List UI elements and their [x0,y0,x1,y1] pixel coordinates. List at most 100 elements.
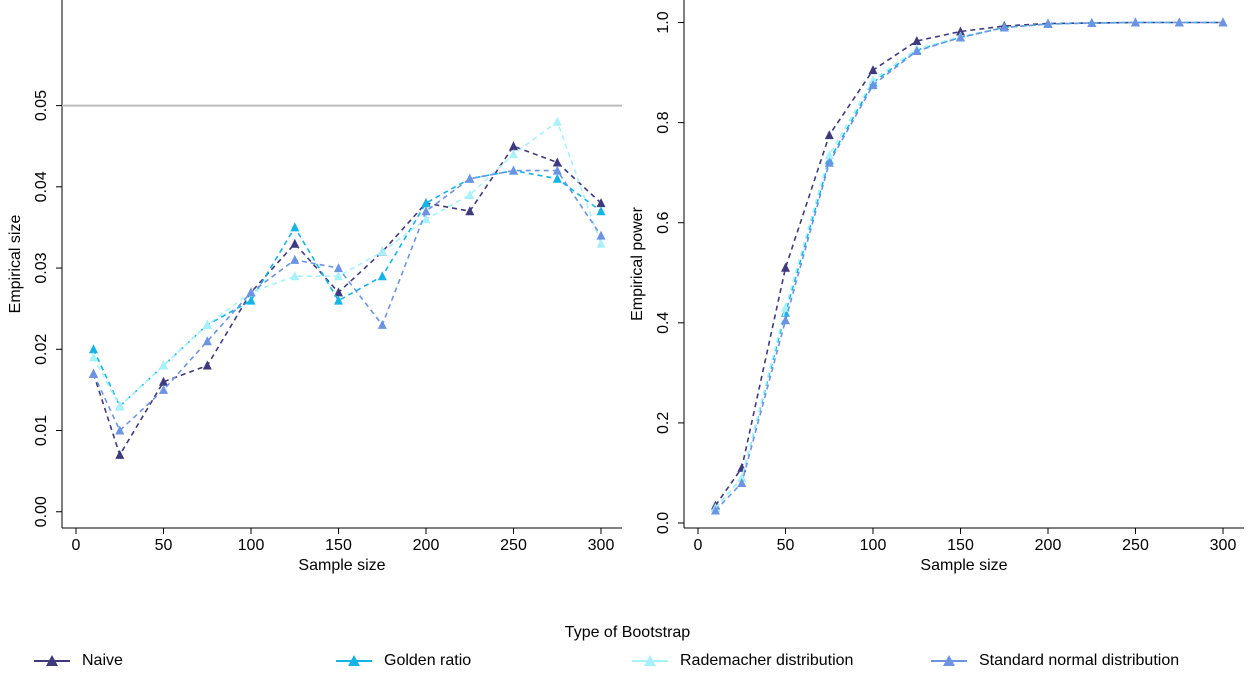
y-tick-label: 0.0 [655,512,672,534]
x-axis-label: Sample size [298,557,385,574]
x-tick-label: 0 [694,537,703,554]
data-point [781,262,790,272]
legend-label-golden-ratio: Golden ratio [384,652,472,669]
y-tick-label: 0.05 [33,90,50,121]
data-point [596,238,606,248]
x-tick-label: 250 [500,537,527,554]
data-point [89,368,98,378]
data-point [824,157,834,167]
legend-marker-golden-ratio [336,655,372,666]
data-point [509,141,518,151]
x-tick-label: 100 [860,537,887,554]
data-point [290,222,300,232]
legend-label-standard-normal: Standard normal distribution [979,652,1180,669]
x-tick-label: 150 [325,537,352,554]
data-point [159,360,168,370]
y-tick-label: 0.04 [33,171,50,202]
data-point [868,75,878,85]
data-point [421,206,431,216]
series-line [92,145,602,457]
data-point [1131,17,1140,27]
chart-area: 0 50 100 150 200 250 3000.000.010.020.030.040.… [7,0,1244,574]
data-point [246,295,256,305]
data-point [202,336,212,346]
data-point [377,319,387,329]
y-tick-label: 0.03 [33,252,50,283]
data-point [737,462,747,472]
data-point [159,384,168,394]
series-golden-ratio [89,165,606,411]
series-line [92,169,602,432]
series-standard-normal-distribution [89,165,606,435]
data-point [509,149,518,159]
data-point [596,206,606,216]
legend-marker-standard-normal [931,655,967,666]
y-tick-label: 0.2 [655,412,672,434]
y-axis-label: Empirical power [629,206,646,320]
data-point [1043,19,1053,28]
data-point [868,65,878,75]
series-line [92,120,602,408]
data-point [115,401,125,411]
data-point [868,80,878,90]
series-line [92,169,602,408]
x-axis-label: Sample size [920,557,1007,574]
series-line [714,21,1223,506]
legend-marker-naive [34,655,70,666]
legend-item-rademacher: Rademacher distribution [632,650,853,672]
x-tick-label: 200 [413,537,440,554]
x-tick-label: 200 [1035,537,1062,554]
x-tick-label: 150 [947,537,974,554]
series-line [714,21,1223,509]
data-point [89,352,98,362]
y-tick-label: 0.00 [33,496,50,527]
data-point [334,295,343,305]
data-point [334,263,343,273]
data-point [465,190,475,199]
y-tick-label: 1.0 [655,11,672,33]
data-point [999,22,1009,32]
legend-item-naive: Naive [34,650,123,672]
data-point [334,271,343,281]
data-point [334,287,343,297]
data-point [202,360,212,370]
legend-item-golden-ratio: Golden ratio [336,650,471,672]
data-point [202,319,212,329]
data-point [552,157,562,167]
data-point [421,198,431,208]
legend-item-standard-normal: Standard normal distribution [931,650,1179,672]
data-point [552,116,562,126]
data-point [465,206,475,216]
data-point [552,165,562,175]
data-point [246,287,256,297]
series-line [714,21,1223,509]
data-point [377,271,387,281]
data-point [956,32,965,42]
x-tick-label: 100 [238,537,265,554]
legend-label-naive: Naive [82,652,123,669]
data-point [1174,17,1184,27]
y-tick-label: 0.02 [33,334,50,365]
data-point [912,46,922,55]
data-point [912,36,922,45]
series-golden-ratio [711,17,1228,512]
data-point [596,198,606,208]
y-tick-label: 0.01 [33,415,50,446]
data-point [552,173,562,183]
data-point [159,376,168,386]
x-tick-label: 50 [777,537,795,554]
series-naive [711,17,1228,510]
data-point [465,173,475,183]
data-point [737,473,747,482]
data-point [115,425,125,435]
data-point [115,449,125,459]
legend-marker-rademacher [632,655,668,666]
x-tick-label: 0 [72,537,81,554]
legend-label-rademacher: Rademacher distribution [680,652,854,669]
data-point [421,214,431,224]
x-tick-label: 50 [155,537,173,554]
data-point [377,246,387,256]
x-tick-label: 300 [1210,537,1237,554]
series-naive [89,141,606,459]
